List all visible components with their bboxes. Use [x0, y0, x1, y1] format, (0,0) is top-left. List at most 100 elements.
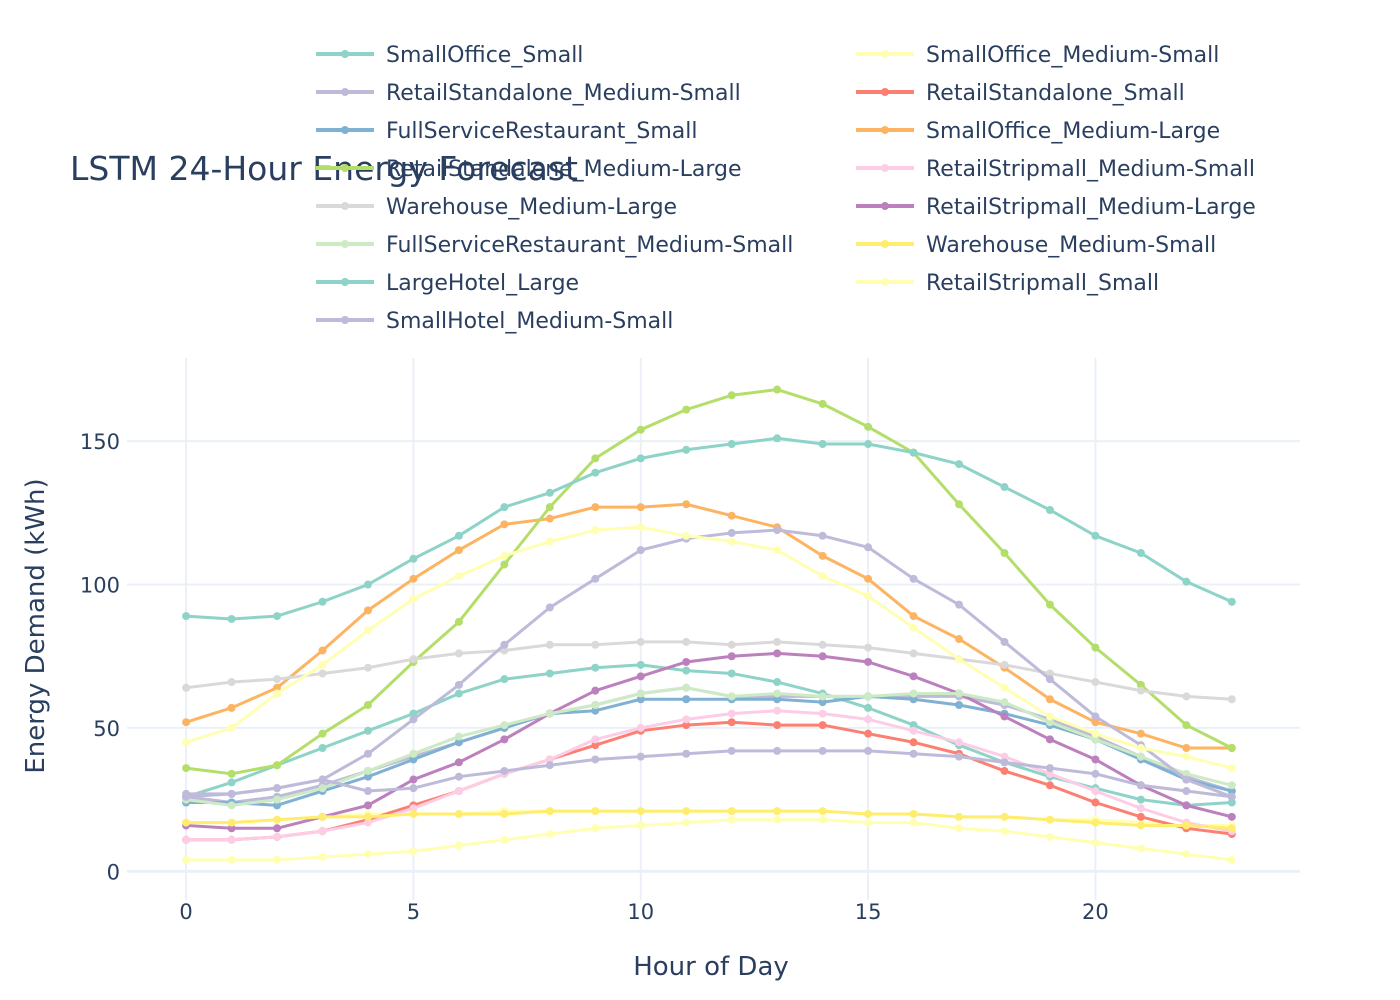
data-point — [1136, 844, 1145, 853]
data-point — [864, 818, 873, 827]
data-point — [909, 726, 918, 735]
data-point — [591, 755, 600, 764]
data-point — [682, 531, 691, 540]
data-point — [363, 663, 372, 672]
data-point — [864, 574, 873, 583]
data-point — [773, 746, 782, 755]
data-point — [818, 652, 827, 661]
y-tick-label: 0 — [107, 860, 120, 884]
data-point — [636, 752, 645, 761]
legend-label: Warehouse_Medium-Small — [926, 233, 1216, 258]
data-point — [318, 669, 327, 678]
legend-item[interactable]: RetailStripmall_Small — [856, 271, 1159, 296]
data-point — [636, 454, 645, 463]
data-point — [273, 824, 282, 833]
legend-item[interactable]: RetailStandalone_Small — [856, 81, 1185, 106]
data-point — [727, 528, 736, 537]
data-point — [273, 689, 282, 698]
data-point — [1091, 787, 1100, 796]
data-point — [545, 640, 554, 649]
data-point — [636, 689, 645, 698]
data-point — [363, 749, 372, 758]
legend-item[interactable]: LargeHotel_Large — [316, 271, 579, 296]
data-point — [727, 807, 736, 816]
data-point — [1182, 769, 1191, 778]
legend-label: RetailStandalone_Small — [926, 81, 1185, 106]
data-point — [500, 503, 509, 512]
data-point — [1000, 683, 1009, 692]
legend-item[interactable]: FullServiceRestaurant_Small — [316, 119, 697, 144]
data-point — [1000, 712, 1009, 721]
data-point — [1045, 764, 1054, 773]
data-point — [318, 812, 327, 821]
data-point — [636, 637, 645, 646]
data-point — [1091, 798, 1100, 807]
legend-marker — [341, 278, 349, 286]
data-point — [818, 692, 827, 701]
legend-label: FullServiceRestaurant_Small — [386, 119, 697, 144]
data-point — [227, 818, 236, 827]
legend-item[interactable]: Warehouse_Medium-Large — [316, 195, 677, 220]
data-point — [454, 772, 463, 781]
data-point — [727, 815, 736, 824]
legend-item[interactable]: RetailStripmall_Medium-Small — [856, 157, 1255, 182]
data-point — [409, 655, 418, 664]
series-line — [185, 502, 1232, 750]
data-point — [636, 723, 645, 732]
data-point — [227, 789, 236, 798]
data-point — [182, 683, 191, 692]
data-point — [363, 626, 372, 635]
data-point — [409, 804, 418, 813]
data-point — [1000, 812, 1009, 821]
data-point — [363, 772, 372, 781]
data-point — [773, 721, 782, 730]
legend-item[interactable]: SmallOffice_Medium-Small — [856, 43, 1219, 68]
data-point — [1182, 744, 1191, 753]
legend-item[interactable]: RetailStripmall_Medium-Large — [856, 195, 1256, 220]
data-point — [273, 675, 282, 684]
data-point — [182, 764, 191, 773]
legend-item[interactable]: FullServiceRestaurant_Medium-Small — [316, 233, 793, 258]
legend-item[interactable]: SmallOffice_Small — [316, 43, 583, 68]
data-point — [591, 807, 600, 816]
data-point — [773, 649, 782, 658]
data-point — [818, 709, 827, 718]
data-point — [909, 574, 918, 583]
data-point — [363, 850, 372, 859]
data-point — [227, 778, 236, 787]
legend-item[interactable]: RetailStandalone_Medium-Large — [316, 157, 741, 182]
legend-item[interactable]: Warehouse_Medium-Small — [856, 233, 1216, 258]
legend-item[interactable]: RetailStandalone_Medium-Small — [316, 81, 741, 106]
data-point — [682, 715, 691, 724]
legend-marker — [881, 126, 889, 134]
data-point — [1227, 781, 1236, 790]
data-point — [500, 551, 509, 560]
data-point — [955, 812, 964, 821]
legend-marker — [341, 50, 349, 58]
data-point — [1045, 781, 1054, 790]
series-line — [186, 694, 1233, 807]
legend-item[interactable]: SmallOffice_Medium-Large — [856, 119, 1220, 144]
data-point — [636, 660, 645, 669]
data-point — [227, 855, 236, 864]
legend-marker — [341, 126, 349, 134]
data-point — [1136, 752, 1145, 761]
data-point — [1136, 729, 1145, 738]
data-point — [182, 738, 191, 747]
data-point — [818, 571, 827, 580]
data-point — [409, 594, 418, 603]
data-point — [773, 526, 782, 535]
data-point — [1091, 838, 1100, 847]
data-point — [591, 640, 600, 649]
data-point — [1091, 712, 1100, 721]
legend-item[interactable]: SmallHotel_Medium-Small — [316, 309, 673, 334]
data-point — [864, 746, 873, 755]
data-point — [1045, 600, 1054, 609]
data-point — [1000, 758, 1009, 767]
series-Warehouse_Medium-Large — [182, 637, 1236, 704]
data-point — [545, 669, 554, 678]
data-point — [1227, 695, 1236, 704]
series-unlabeled-15 — [182, 523, 1236, 773]
series-line — [186, 818, 1232, 862]
